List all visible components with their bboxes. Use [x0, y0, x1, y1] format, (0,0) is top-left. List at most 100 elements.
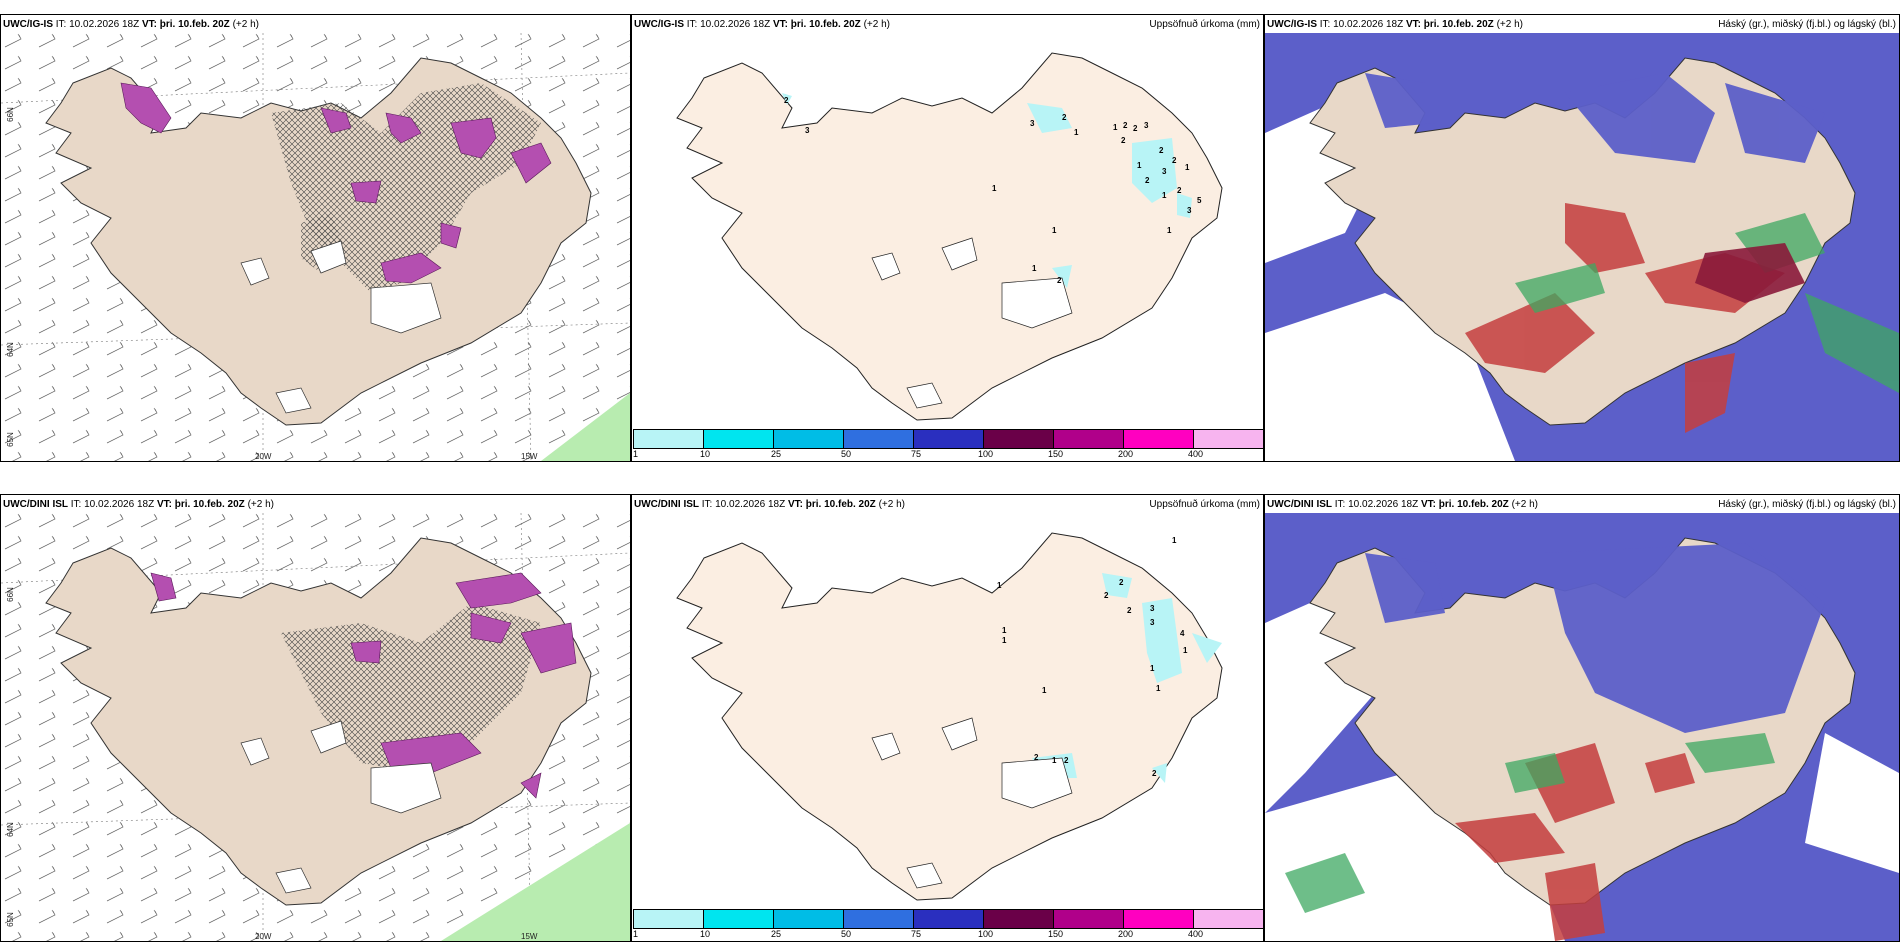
- colorbar-tick: 10: [700, 449, 711, 459]
- svg-text:1: 1: [1042, 686, 1047, 695]
- it-label: IT:: [70, 499, 82, 510]
- model-name: UWC/DINI ISL: [1267, 499, 1332, 510]
- cloud-panel-top: UWC/IG-IS IT: 10.02.2026 18Z VT: þri. 10…: [1264, 14, 1900, 462]
- colorbar-swatch: [984, 430, 1054, 448]
- precip-panel-top: UWC/IG-IS IT: 10.02.2026 18Z VT: þri. 10…: [631, 14, 1264, 462]
- svg-text:2: 2: [1172, 156, 1177, 165]
- svg-text:2: 2: [1119, 578, 1124, 587]
- it-value: 10.02.2026 18Z: [1348, 499, 1419, 510]
- vt-label: VT:: [787, 499, 803, 510]
- wind-precip-panel-bottom: UWC/DINI ISL IT: 10.02.2026 18Z VT: þri.…: [0, 494, 631, 942]
- precip-value-labels: 2 3 3 2 1 1 2 2 3 2 1 2 2 3 1 2 1 2 5 3 …: [784, 96, 1202, 285]
- precip-map-svg: 2 3 3 2 1 1 2 2 3 2 1 2 2 3 1 2 1 2 5 3 …: [676, 52, 1223, 421]
- it-label: IT:: [686, 19, 698, 30]
- lon-label-20: 20W: [255, 932, 272, 941]
- svg-text:2: 2: [1034, 753, 1039, 762]
- svg-text:1: 1: [1052, 756, 1057, 765]
- cloud-map-svg: [1265, 33, 1899, 461]
- panel-header: UWC/DINI ISL IT: 10.02.2026 18Z VT: þri.…: [3, 499, 274, 510]
- it-label: IT:: [1319, 19, 1331, 30]
- panel-header: UWC/IG-IS IT: 10.02.2026 18Z VT: þri. 10…: [3, 19, 259, 30]
- svg-text:1: 1: [1167, 226, 1172, 235]
- vt-value: þri. 10.feb. 20Z: [159, 19, 230, 30]
- colorbar-tick: 150: [1048, 929, 1064, 939]
- vt-value: þri. 10.feb. 20Z: [805, 499, 876, 510]
- svg-text:2: 2: [1127, 606, 1132, 615]
- colorbar-tick: 50: [841, 929, 852, 939]
- svg-text:4: 4: [1180, 629, 1185, 638]
- vt-value: þri. 10.feb. 20Z: [1438, 499, 1509, 510]
- precip-map-svg: 1 1 1 1 1 2 2 2 3 3 4 1 1 1 2 1 2 2: [676, 532, 1223, 901]
- colorbar-swatch: [704, 430, 774, 448]
- lon-label-15: 15W: [521, 452, 538, 461]
- svg-text:2: 2: [1062, 113, 1067, 122]
- iceland-land: [676, 532, 1223, 901]
- svg-text:1: 1: [997, 581, 1002, 590]
- svg-text:1: 1: [1183, 646, 1188, 655]
- svg-text:3: 3: [1150, 604, 1155, 613]
- colorbar-tick: 75: [911, 449, 922, 459]
- lon-label-20: 20W: [255, 452, 272, 461]
- colorbar-swatch: [1054, 430, 1124, 448]
- vt-value: þri. 10.feb. 20Z: [1423, 19, 1494, 30]
- lead-time: (+2 h): [863, 19, 890, 30]
- svg-text:1: 1: [1002, 636, 1007, 645]
- precip-panel-bottom: UWC/DINI ISL IT: 10.02.2026 18Z VT: þri.…: [631, 494, 1264, 942]
- colorbar-tick: 150: [1048, 449, 1064, 459]
- heavy-snow-areas: [120, 82, 552, 284]
- colorbar-swatch: [774, 910, 844, 928]
- colorbar-swatch: [1194, 910, 1263, 928]
- svg-text:2: 2: [1121, 136, 1126, 145]
- vt-value: þri. 10.feb. 20Z: [790, 19, 861, 30]
- model-name: UWC/DINI ISL: [3, 499, 68, 510]
- it-value: 10.02.2026 18Z: [1333, 19, 1404, 30]
- svg-text:1: 1: [1172, 536, 1177, 545]
- lat-label-65: 65N: [5, 432, 15, 447]
- colorbar-tick: 200: [1118, 929, 1134, 939]
- svg-text:1: 1: [1032, 264, 1037, 273]
- svg-text:2: 2: [1152, 769, 1157, 778]
- precip-title: Uppsöfnuð úrkoma (mm): [1149, 19, 1260, 30]
- panel-header: UWC/IG-IS IT: 10.02.2026 18Z VT: þri. 10…: [634, 19, 890, 30]
- it-value: 10.02.2026 18Z: [69, 19, 140, 30]
- svg-text:1: 1: [1137, 161, 1142, 170]
- colorbar-swatch: [914, 910, 984, 928]
- colorbar-tick: 25: [771, 449, 782, 459]
- colorbar-swatch: [984, 910, 1054, 928]
- colorbar-swatch: [844, 430, 914, 448]
- svg-text:2: 2: [1064, 756, 1069, 765]
- svg-text:2: 2: [1177, 186, 1182, 195]
- svg-text:3: 3: [805, 126, 810, 135]
- colorbar-swatch: [844, 910, 914, 928]
- colorbar-tick: 200: [1118, 449, 1134, 459]
- svg-text:2: 2: [1123, 121, 1128, 130]
- svg-text:1: 1: [1150, 664, 1155, 673]
- lead-time: (+2 h): [1511, 499, 1538, 510]
- vt-label: VT:: [772, 19, 788, 30]
- it-label: IT:: [1334, 499, 1346, 510]
- svg-text:3: 3: [1144, 121, 1149, 130]
- colorbar-tick: 1: [633, 449, 639, 459]
- colorbar-swatch: [1194, 430, 1263, 448]
- colorbar-tick: 100: [978, 449, 994, 459]
- panel-header: UWC/IG-IS IT: 10.02.2026 18Z VT: þri. 10…: [1267, 19, 1523, 30]
- vt-label: VT:: [156, 499, 172, 510]
- colorbar-tick: 400: [1188, 929, 1204, 939]
- svg-text:1: 1: [992, 184, 997, 193]
- svg-text:3: 3: [1187, 206, 1192, 215]
- cloud-title: Háský (gr.), miðský (fj.bl.) og lágský (…: [1718, 19, 1896, 30]
- vt-label: VT:: [1420, 499, 1436, 510]
- model-name: UWC/IG-IS: [1267, 19, 1317, 30]
- precip-colorbar: [633, 909, 1263, 929]
- lon-label-15: 15W: [521, 932, 538, 941]
- svg-text:2: 2: [1104, 591, 1109, 600]
- precip-title: Uppsöfnuð úrkoma (mm): [1149, 499, 1260, 510]
- svg-text:2: 2: [1145, 176, 1150, 185]
- svg-text:2: 2: [1057, 276, 1062, 285]
- colorbar-tick: 50: [841, 449, 852, 459]
- lat-label-64: 64N: [5, 822, 15, 837]
- it-value: 10.02.2026 18Z: [84, 499, 155, 510]
- it-label: IT:: [701, 499, 713, 510]
- panel-header: UWC/DINI ISL IT: 10.02.2026 18Z VT: þri.…: [1267, 499, 1538, 510]
- heavy-snow-areas: [150, 572, 577, 799]
